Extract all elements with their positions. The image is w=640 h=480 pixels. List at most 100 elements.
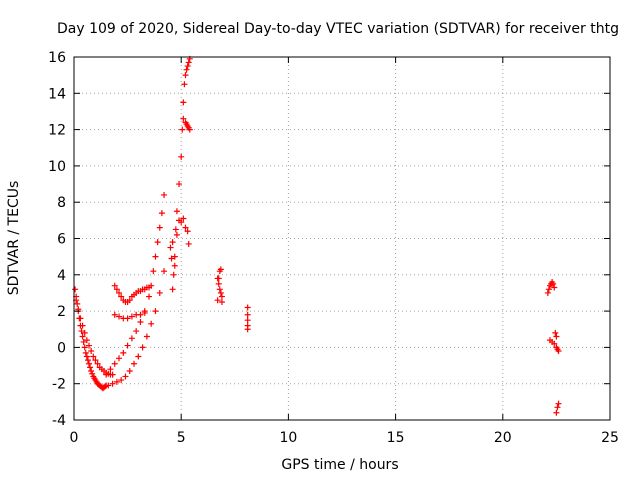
data-series	[105, 268, 168, 389]
data-point	[94, 360, 101, 367]
y-tick-label: 6	[57, 232, 66, 248]
data-point	[544, 289, 551, 296]
data-point	[551, 284, 558, 291]
data-point	[180, 215, 187, 222]
data-series	[72, 286, 110, 392]
data-point	[135, 353, 142, 360]
data-point	[161, 268, 168, 275]
data-point	[86, 360, 93, 367]
data-point	[146, 284, 153, 291]
data-point	[103, 371, 110, 378]
y-tick-label: 16	[48, 50, 66, 66]
data-point	[169, 286, 176, 293]
data-point	[137, 311, 144, 318]
data-point	[109, 371, 116, 378]
data-point	[137, 318, 144, 325]
data-point	[161, 191, 168, 198]
data-point	[83, 353, 90, 360]
data-point	[169, 239, 176, 246]
data-point	[90, 353, 97, 360]
data-point	[218, 293, 225, 300]
data-point	[158, 210, 165, 217]
data-point	[150, 268, 157, 275]
data-point	[139, 344, 146, 351]
data-point	[111, 282, 118, 289]
data-point	[555, 400, 562, 407]
y-tick-label: 14	[48, 86, 66, 102]
data-point	[116, 313, 123, 320]
data-series	[169, 55, 193, 293]
data-point	[152, 308, 159, 315]
data-point	[143, 333, 150, 340]
y-tick-label: 2	[57, 304, 66, 320]
data-point	[185, 59, 192, 66]
y-tick-label: 12	[48, 123, 66, 139]
data-point	[172, 226, 179, 233]
data-point	[173, 208, 180, 215]
data-point	[170, 271, 177, 278]
data-point	[128, 313, 135, 320]
data-point	[184, 228, 191, 235]
chart-title: Day 109 of 2020, Sidereal Day-to-day VTE…	[57, 21, 619, 37]
data-point	[168, 255, 175, 262]
data-series	[553, 400, 562, 416]
data-point	[79, 322, 86, 329]
data-point	[124, 342, 131, 349]
data-series	[73, 297, 116, 378]
data-point	[176, 181, 183, 188]
x-tick-label: 15	[387, 430, 405, 446]
data-point	[77, 315, 84, 322]
data-point	[180, 115, 187, 122]
x-tick-label: 25	[601, 430, 619, 446]
data-point	[214, 297, 221, 304]
data-point	[116, 289, 123, 296]
data-point	[146, 293, 153, 300]
data-point	[84, 357, 91, 364]
data-marks	[72, 55, 562, 416]
data-point	[181, 81, 188, 88]
y-tick-label: 10	[48, 159, 66, 175]
data-point	[182, 72, 189, 79]
data-point	[86, 342, 93, 349]
data-point	[80, 338, 87, 345]
data-point	[179, 126, 186, 133]
y-axis-title: SDTVAR / TECUs	[6, 181, 22, 296]
data-series	[244, 304, 251, 333]
data-point	[152, 253, 159, 260]
data-point	[122, 373, 129, 380]
data-point	[148, 320, 155, 327]
data-series	[103, 191, 168, 378]
data-point	[111, 360, 118, 367]
data-series	[214, 266, 225, 306]
data-point	[133, 328, 140, 335]
axis-ticks: 0 5 10 15 20 25 -4 -2 0 2 4 6 8 10 12 14 16	[48, 50, 619, 446]
data-point	[215, 275, 222, 282]
data-point	[550, 280, 557, 287]
data-point	[545, 286, 552, 293]
data-series	[111, 282, 153, 306]
data-point	[92, 357, 99, 364]
x-tick-label: 10	[279, 430, 297, 446]
y-tick-label: 0	[57, 340, 66, 356]
data-point	[131, 360, 138, 367]
data-point	[555, 348, 562, 355]
data-point	[551, 340, 558, 347]
data-point	[79, 333, 86, 340]
data-point	[553, 409, 560, 416]
data-point	[216, 286, 223, 293]
y-tick-label: -2	[52, 377, 66, 393]
data-point	[244, 311, 251, 318]
data-point	[217, 266, 224, 273]
data-series	[544, 279, 562, 355]
data-point	[554, 404, 561, 411]
data-point	[185, 240, 192, 247]
data-point	[553, 333, 560, 340]
y-tick-label: 8	[57, 195, 66, 211]
data-point	[186, 126, 193, 133]
x-axis-title: GPS time / hours	[281, 457, 398, 473]
data-point	[171, 253, 178, 260]
data-point	[184, 63, 191, 70]
data-point	[124, 315, 131, 322]
data-point	[88, 367, 95, 374]
data-point	[88, 348, 95, 355]
